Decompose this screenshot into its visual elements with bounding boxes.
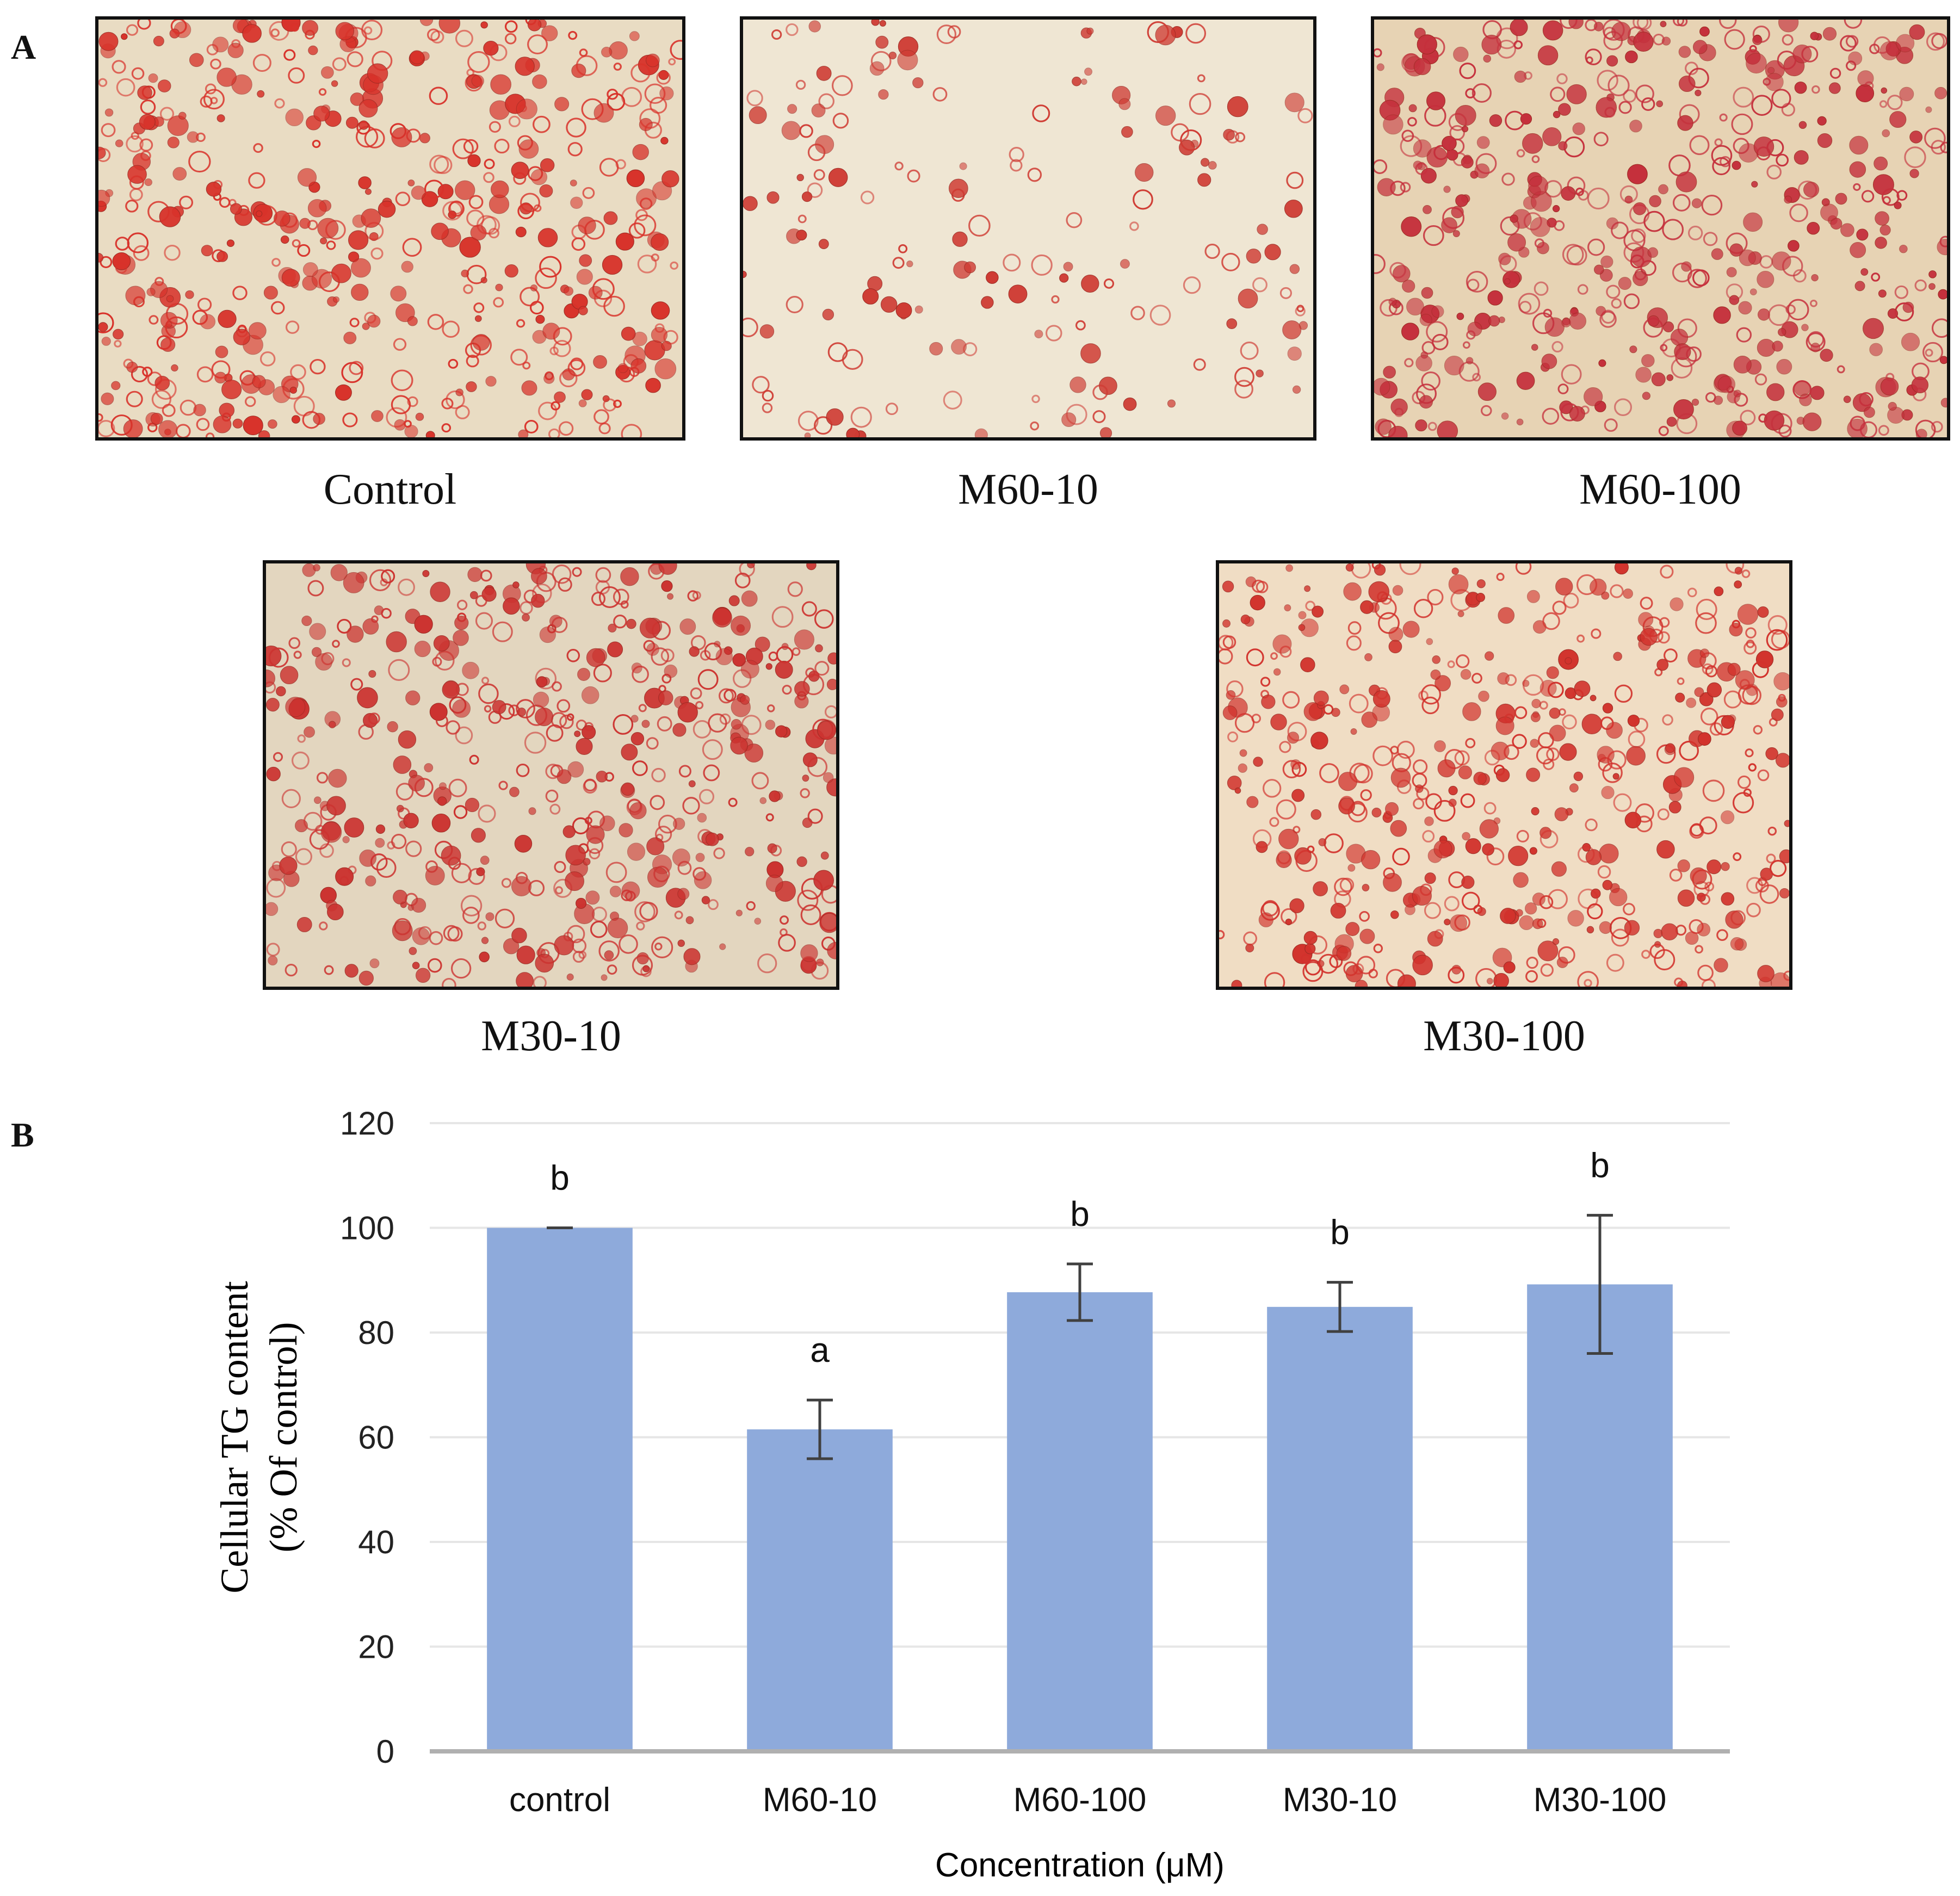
micrograph-m60-100-image [1374, 20, 1947, 437]
y-axis-label-line1: Cellular TG content [213, 1281, 256, 1594]
significance-letter: b [1070, 1194, 1090, 1234]
micrograph-m30-100-image [1219, 563, 1789, 987]
y-tick-label: 100 [340, 1210, 394, 1247]
y-tick-labels: 0 20 40 60 80 100 120 [340, 1105, 394, 1770]
x-tick-label: M60-10 [763, 1781, 877, 1819]
x-tick-label: M60-100 [1013, 1781, 1147, 1819]
x-tick-labels: control M60-10 M60-100 M30-10 M30-100 [509, 1781, 1666, 1819]
y-tick-label: 120 [340, 1105, 394, 1142]
bar-m30-100 [1527, 1284, 1673, 1751]
panel-a-letter: A [11, 28, 36, 66]
micrograph-m30-10 [263, 560, 839, 990]
error-bars [547, 1213, 1613, 1460]
significance-letter: b [1330, 1213, 1350, 1252]
caption-m30-100: M30-100 [1423, 1012, 1585, 1060]
panel-b-letter: B [11, 1116, 34, 1154]
significance-letter: b [550, 1158, 570, 1198]
significance-letter: a [810, 1330, 830, 1370]
micrograph-control [95, 16, 685, 441]
caption-m60-10: M60-10 [958, 466, 1098, 513]
y-tick-label: 20 [358, 1629, 394, 1665]
micrograph-m60-100 [1371, 16, 1950, 441]
micrograph-m60-10-image [743, 20, 1313, 437]
y-tick-label: 80 [358, 1315, 394, 1351]
bars [487, 1228, 1673, 1751]
x-tick-label: M30-10 [1283, 1781, 1397, 1819]
significance-labels: b a b b b [550, 1145, 1610, 1370]
y-tick-label: 0 [376, 1733, 394, 1770]
bar-control [487, 1228, 633, 1751]
micrograph-m30-10-image [266, 563, 836, 987]
y-tick-label: 40 [358, 1524, 394, 1560]
bar-chart: b a b b b 0 20 40 60 80 100 120 control M60-10 M60-1… [213, 1105, 1730, 1884]
caption-m60-100: M60-100 [1579, 466, 1741, 513]
bar-m30-10 [1267, 1306, 1413, 1751]
bar-m60-10 [747, 1429, 893, 1751]
micrograph-m30-100 [1216, 560, 1792, 990]
y-axis-label-line2: (% Of control) [262, 1322, 305, 1553]
micrograph-control-image [98, 20, 682, 437]
y-tick-label: 60 [358, 1420, 394, 1456]
micrograph-m60-10 [740, 16, 1316, 441]
significance-letter: b [1590, 1145, 1610, 1185]
x-axis-label: Concentration (μM) [935, 1847, 1225, 1884]
x-tick-label: M30-100 [1534, 1781, 1667, 1819]
caption-control: Control [323, 466, 457, 513]
x-tick-label: control [509, 1781, 610, 1819]
caption-m30-10: M30-10 [481, 1012, 621, 1060]
bar-m60-100 [1007, 1292, 1153, 1751]
